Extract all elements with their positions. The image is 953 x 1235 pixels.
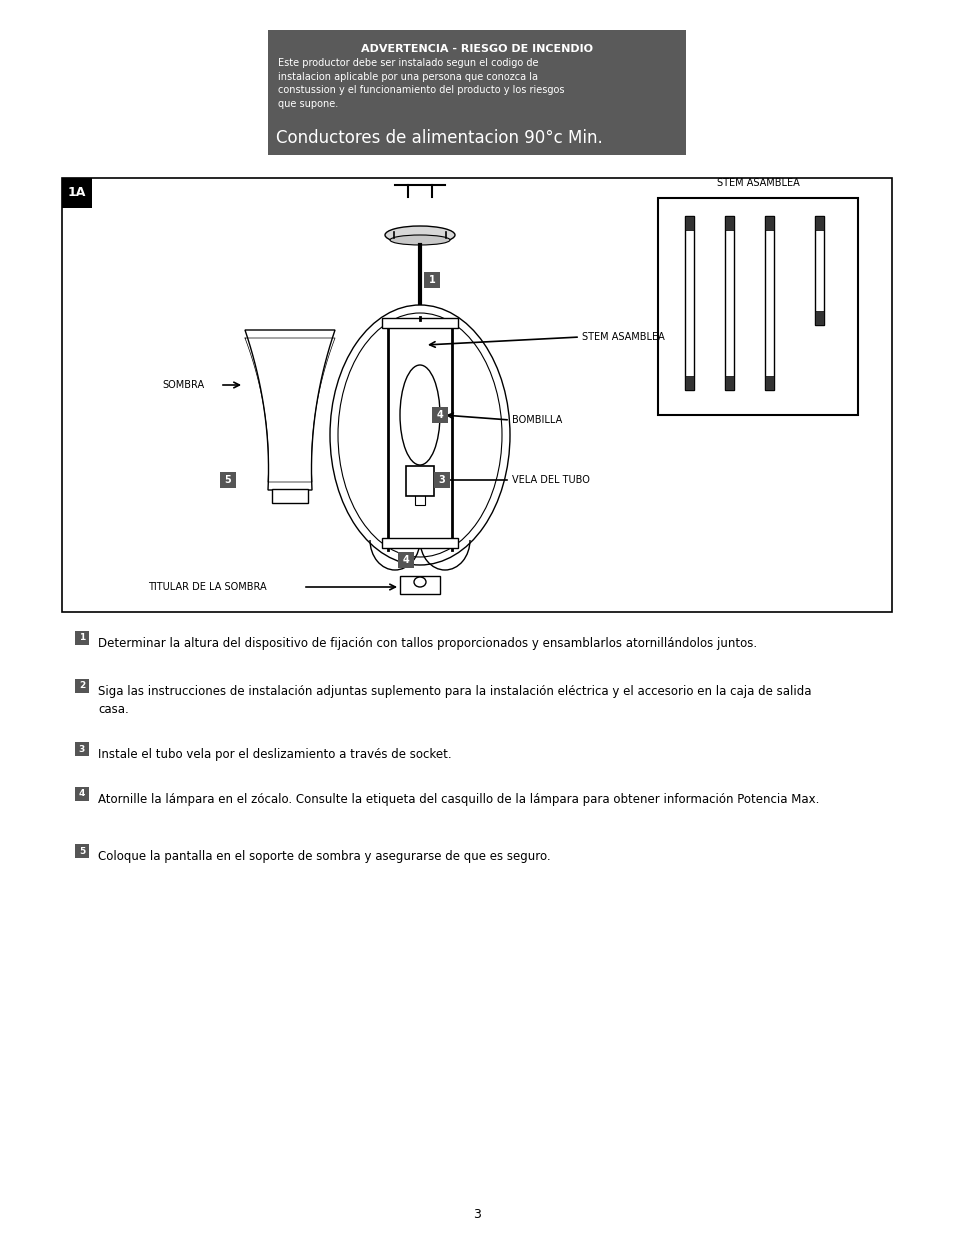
- Bar: [432, 408, 448, 424]
- Text: ADVERTENCIA - RIESGO DE INCENDIO: ADVERTENCIA - RIESGO DE INCENDIO: [360, 44, 593, 54]
- Polygon shape: [245, 330, 335, 490]
- Text: Conductores de alimentacion 90°c Min.: Conductores de alimentacion 90°c Min.: [275, 128, 602, 147]
- Ellipse shape: [390, 235, 450, 245]
- Bar: [397, 552, 414, 568]
- Bar: [423, 272, 439, 288]
- Bar: [724, 216, 734, 230]
- Ellipse shape: [399, 366, 439, 466]
- Text: Coloque la pantalla en el soporte de sombra y asegurarse de que es seguro.: Coloque la pantalla en el soporte de som…: [98, 850, 550, 863]
- Bar: [685, 216, 694, 230]
- Text: 3: 3: [79, 745, 85, 753]
- Bar: [815, 216, 823, 325]
- Text: Este productor debe ser instalado segun el codigo de
instalacion aplicable por u: Este productor debe ser instalado segun …: [277, 58, 564, 109]
- Bar: [658, 198, 857, 415]
- Text: STEM ASAMBLEA: STEM ASAMBLEA: [581, 332, 664, 342]
- Bar: [75, 844, 89, 858]
- Bar: [75, 787, 89, 802]
- Bar: [415, 485, 424, 505]
- Text: SOMBRA: SOMBRA: [162, 380, 204, 390]
- Ellipse shape: [414, 577, 426, 587]
- Text: 3: 3: [473, 1209, 480, 1221]
- Text: 4: 4: [436, 410, 443, 420]
- Text: 2: 2: [79, 682, 85, 690]
- Bar: [685, 375, 694, 390]
- Bar: [268, 30, 685, 156]
- Ellipse shape: [330, 305, 510, 564]
- Bar: [685, 216, 694, 390]
- Text: Instale el tubo vela por el deslizamiento a través de socket.: Instale el tubo vela por el deslizamient…: [98, 748, 451, 761]
- Bar: [815, 216, 823, 230]
- Text: 1: 1: [79, 634, 85, 642]
- Text: TITULAR DE LA SOMBRA: TITULAR DE LA SOMBRA: [148, 582, 266, 592]
- Bar: [75, 742, 89, 756]
- Bar: [764, 375, 774, 390]
- Bar: [75, 679, 89, 693]
- Bar: [724, 375, 734, 390]
- Bar: [724, 216, 734, 390]
- Text: STEM ASAMBLEA: STEM ASAMBLEA: [716, 178, 799, 188]
- Bar: [764, 216, 774, 230]
- Bar: [62, 178, 91, 207]
- Bar: [412, 316, 428, 329]
- Bar: [75, 631, 89, 645]
- Text: 4: 4: [79, 789, 85, 799]
- Text: 5: 5: [79, 846, 85, 856]
- Bar: [815, 311, 823, 325]
- Bar: [62, 178, 891, 613]
- Text: 4: 4: [402, 555, 409, 564]
- Text: 1: 1: [428, 275, 435, 285]
- Text: 3: 3: [438, 475, 445, 485]
- Text: 5: 5: [224, 475, 232, 485]
- Bar: [764, 216, 774, 390]
- Text: VELA DEL TUBO: VELA DEL TUBO: [512, 475, 589, 485]
- Bar: [272, 489, 308, 503]
- Bar: [399, 576, 439, 594]
- Text: Siga las instrucciones de instalación adjuntas suplemento para la instalación el: Siga las instrucciones de instalación ad…: [98, 685, 811, 716]
- Ellipse shape: [337, 312, 501, 557]
- Bar: [434, 472, 450, 488]
- Text: Determinar la altura del dispositivo de fijación con tallos proporcionados y ens: Determinar la altura del dispositivo de …: [98, 637, 757, 650]
- Bar: [381, 538, 457, 548]
- Text: BOMBILLA: BOMBILLA: [512, 415, 561, 425]
- Text: 1A: 1A: [68, 186, 86, 200]
- Text: Atornille la lámpara en el zócalo. Consulte la etiqueta del casquillo de la lámp: Atornille la lámpara en el zócalo. Consu…: [98, 793, 819, 806]
- Bar: [381, 317, 457, 329]
- Bar: [406, 466, 434, 496]
- Ellipse shape: [385, 226, 455, 245]
- Bar: [220, 472, 235, 488]
